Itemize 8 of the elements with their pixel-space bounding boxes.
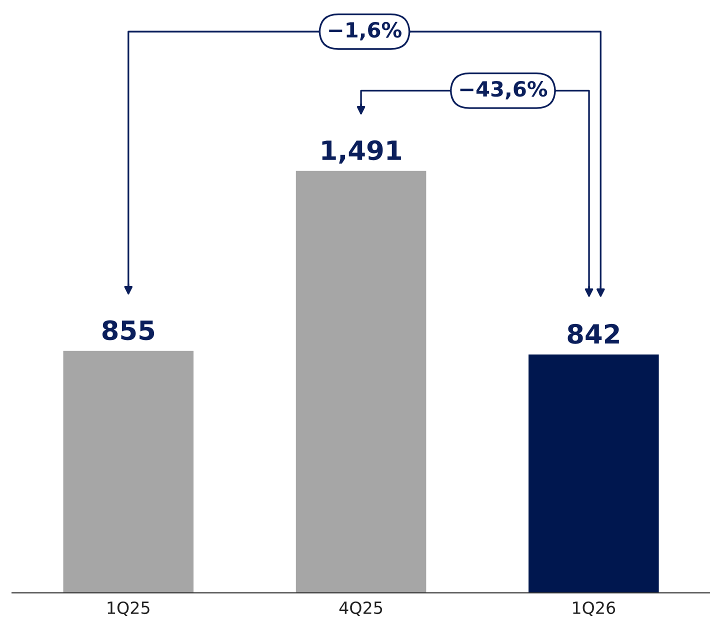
x-tick-label: 4Q25 [339, 601, 382, 616]
text: −1,6% [329, 22, 402, 40]
data-label: 855 [102, 320, 154, 340]
x-tick-label: 1Q26 [573, 601, 616, 616]
data-label: 842 [568, 324, 619, 344]
text: −43,6% [460, 81, 548, 100]
data-label: 1,491 [322, 140, 401, 164]
x-tick-label: 1Q25 [108, 601, 150, 616]
